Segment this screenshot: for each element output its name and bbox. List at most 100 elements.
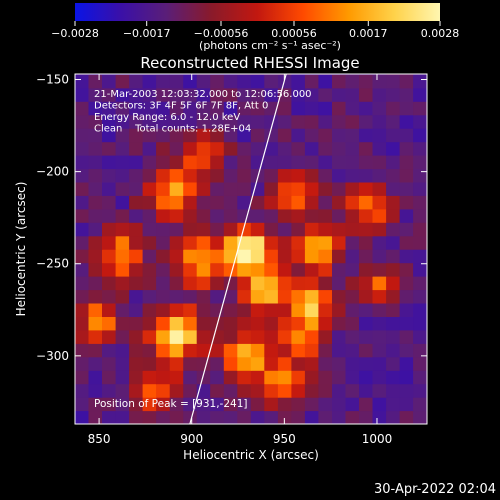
heatmap-cell <box>88 195 103 210</box>
heatmap-cell <box>183 329 198 344</box>
heatmap-cell <box>277 208 292 223</box>
heatmap-cell <box>372 356 387 371</box>
heatmap-cell <box>237 141 252 156</box>
heatmap-cell <box>102 383 117 398</box>
heatmap-cell <box>332 329 347 344</box>
heatmap-cell <box>223 222 238 237</box>
heatmap-cell <box>88 181 103 196</box>
heatmap-cell <box>413 155 427 170</box>
heatmap-cell <box>318 87 333 102</box>
heatmap-cell <box>332 262 347 277</box>
heatmap-cell <box>115 329 130 344</box>
heatmap-cell <box>359 343 374 358</box>
heatmap-cell <box>345 195 360 210</box>
heatmap-cell <box>386 329 401 344</box>
heatmap-cell <box>156 168 171 183</box>
heatmap-cell <box>237 356 252 371</box>
heatmap-cell <box>264 289 279 304</box>
heatmap-cell <box>399 74 414 75</box>
heatmap-cell <box>318 276 333 291</box>
heatmap-cell <box>196 289 211 304</box>
heatmap-cell <box>359 370 374 385</box>
heatmap-cell <box>129 262 144 277</box>
heatmap-cell <box>386 262 401 277</box>
heatmap-cell <box>102 370 117 385</box>
heatmap-cell <box>318 370 333 385</box>
heatmap-cell <box>102 101 117 116</box>
heatmap-cell <box>345 128 360 143</box>
heatmap-cell <box>386 249 401 264</box>
heatmap-cell <box>156 329 171 344</box>
heatmap-cell <box>88 370 103 385</box>
heatmap-cell <box>250 276 265 291</box>
heatmap-cell <box>142 356 157 371</box>
heatmap-cell <box>399 397 414 412</box>
heatmap-cell <box>413 222 427 237</box>
heatmap-cell <box>196 222 211 237</box>
heatmap-cell <box>196 181 211 196</box>
heatmap-cell <box>386 101 401 116</box>
heatmap-cell <box>399 276 414 291</box>
heatmap-cell <box>332 343 347 358</box>
heatmap-cell <box>75 208 90 223</box>
heatmap-cell <box>426 141 427 156</box>
heatmap-cell <box>264 181 279 196</box>
heatmap-cell <box>291 181 306 196</box>
heatmap-cell <box>88 343 103 358</box>
heatmap-cell <box>399 316 414 331</box>
heatmap-cell <box>318 128 333 143</box>
heatmap-cell <box>250 87 265 102</box>
heatmap-cell <box>88 101 103 116</box>
colorbar-tick-label: 0.0028 <box>421 27 460 40</box>
heatmap-cell <box>196 410 211 424</box>
heatmap-cell <box>345 397 360 412</box>
heatmap-cell <box>345 208 360 223</box>
heatmap-cell <box>426 74 427 75</box>
heatmap-cell <box>304 155 319 170</box>
heatmap-cell <box>426 208 427 223</box>
heatmap-cell <box>277 370 292 385</box>
heatmap-cell <box>142 181 157 196</box>
heatmap-cell <box>156 343 171 358</box>
heatmap-cell <box>196 155 211 170</box>
heatmap-cell <box>115 181 130 196</box>
heatmap-cell <box>359 235 374 250</box>
heatmap-cell <box>156 249 171 264</box>
heatmap-cell <box>372 397 387 412</box>
heatmap-cell <box>156 356 171 371</box>
heatmap-cell <box>169 262 184 277</box>
y-axis-label: Heliocentric Y (arcsec) <box>14 182 28 317</box>
heatmap-cell <box>75 262 90 277</box>
heatmap-cell <box>156 383 171 398</box>
colorbar-tick-label: 0.00056 <box>271 27 317 40</box>
heatmap-cell <box>426 289 427 304</box>
heatmap-cell <box>399 289 414 304</box>
heatmap-cell <box>129 128 144 143</box>
heatmap-cell <box>75 74 90 75</box>
heatmap-cell <box>102 74 117 75</box>
heatmap-cell <box>196 208 211 223</box>
heatmap-cell <box>75 289 90 304</box>
heatmap-cell <box>183 155 198 170</box>
heatmap-cell <box>426 101 427 116</box>
heatmap-cell <box>304 262 319 277</box>
heatmap-cell <box>88 74 103 75</box>
heatmap-cell <box>359 383 374 398</box>
heatmap-cell <box>210 74 225 89</box>
heatmap-cell <box>156 181 171 196</box>
heatmap-cell <box>250 128 265 143</box>
heatmap-cell <box>210 383 225 398</box>
heatmap-cell <box>237 168 252 183</box>
heatmap-cell <box>223 343 238 358</box>
heatmap-cell <box>359 168 374 183</box>
heatmap-cell <box>359 114 374 129</box>
heatmap-cell <box>237 303 252 317</box>
heatmap-cell <box>223 141 238 156</box>
heatmap-cell <box>413 383 427 398</box>
heatmap-cell <box>332 276 347 291</box>
heatmap-cell <box>413 343 427 358</box>
heatmap-cell <box>250 329 265 344</box>
heatmap-cell <box>115 397 130 412</box>
heatmap-cell <box>359 128 374 143</box>
